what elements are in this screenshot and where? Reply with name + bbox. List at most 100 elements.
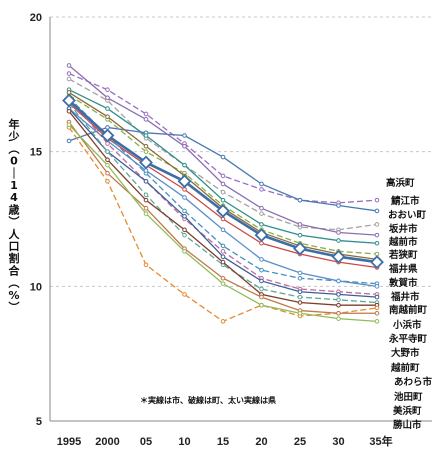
data-point xyxy=(259,257,264,262)
data-point xyxy=(182,227,187,233)
data-point xyxy=(374,240,380,246)
series-label: 若狭町 xyxy=(388,249,418,261)
x-tick-label: 30 xyxy=(332,436,344,448)
data-point xyxy=(297,232,303,238)
data-point xyxy=(220,254,226,260)
x-tick-label: 2000 xyxy=(95,436,119,448)
data-point xyxy=(259,302,264,308)
data-point xyxy=(259,278,264,284)
series-label: 越前市 xyxy=(388,236,418,248)
data-point xyxy=(66,138,72,144)
data-point xyxy=(297,289,303,295)
data-point xyxy=(331,249,346,264)
data-point xyxy=(143,178,149,184)
y-axis-label-char: % xyxy=(8,289,19,302)
series-越前市 xyxy=(66,63,380,238)
data-point xyxy=(259,294,264,300)
x-tick-label: 10 xyxy=(178,436,190,448)
data-point xyxy=(374,294,380,300)
data-point xyxy=(66,108,72,114)
y-axis-label-char: ｜ xyxy=(9,166,20,180)
y-axis-label-char: ︶ xyxy=(8,300,21,314)
series-label: 福井県 xyxy=(388,263,418,275)
data-point xyxy=(220,243,226,249)
y-axis-label-char: 4 xyxy=(10,191,18,204)
data-point xyxy=(220,189,226,195)
series-line xyxy=(68,124,378,322)
data-point xyxy=(374,222,380,227)
data-point xyxy=(336,302,341,308)
data-point xyxy=(143,111,149,117)
data-point xyxy=(143,192,149,198)
data-point xyxy=(336,316,341,321)
data-point xyxy=(105,95,110,101)
data-point xyxy=(105,106,110,111)
data-point xyxy=(66,63,72,68)
data-point xyxy=(182,232,187,238)
data-point xyxy=(336,292,341,297)
data-point xyxy=(66,122,72,128)
data-point xyxy=(182,195,187,200)
series-label: 池田町 xyxy=(394,391,423,403)
x-tick-label: 20 xyxy=(255,436,267,448)
series-lines xyxy=(62,63,384,324)
y-axis-label-char: 合 xyxy=(9,263,21,277)
data-point xyxy=(336,278,341,284)
data-point xyxy=(139,155,153,170)
data-point xyxy=(105,170,110,176)
data-point xyxy=(220,154,226,160)
series-label: 鯖江市 xyxy=(390,195,420,207)
data-point xyxy=(259,211,264,216)
series-越前町 xyxy=(66,100,380,305)
data-point xyxy=(220,227,226,233)
data-point xyxy=(143,149,149,154)
data-point xyxy=(66,76,72,82)
data-point xyxy=(220,275,226,281)
data-point xyxy=(220,173,226,179)
data-point xyxy=(105,114,110,119)
data-point xyxy=(336,203,341,208)
y-axis-label-char: 0 xyxy=(10,155,18,168)
data-point xyxy=(336,310,341,316)
series-label: 勝山市 xyxy=(393,419,422,431)
series-label: あわら市 xyxy=(394,376,433,388)
data-point xyxy=(143,262,149,268)
data-point xyxy=(297,270,303,276)
y-axis-label-char: 人 xyxy=(9,227,21,241)
data-point xyxy=(370,255,384,270)
y-axis-label-char: 口 xyxy=(9,240,20,253)
data-point xyxy=(182,162,187,168)
data-point xyxy=(259,286,264,292)
data-point xyxy=(182,292,187,297)
series-label: 美浜町 xyxy=(392,405,422,417)
series-label: 南越前町 xyxy=(389,304,428,316)
y-axis-label-char: 年 xyxy=(9,117,20,131)
data-point xyxy=(105,149,110,154)
data-point xyxy=(374,284,380,289)
data-point xyxy=(293,241,307,256)
data-point xyxy=(336,230,341,235)
series-勝山市 xyxy=(66,122,380,324)
series-label: 高浜町 xyxy=(386,177,415,189)
y-axis-label-char: 1 xyxy=(10,179,18,192)
y-axis-label-char: ︶ xyxy=(8,215,21,229)
data-point xyxy=(143,117,149,122)
data-point xyxy=(297,294,303,300)
series-line xyxy=(68,99,378,264)
data-point xyxy=(254,228,269,243)
x-tick-label: 1995 xyxy=(57,436,81,448)
data-point xyxy=(297,300,303,305)
series-label: 福井市 xyxy=(390,291,420,303)
y-tick-labels: 5 10 15 20 xyxy=(30,12,42,428)
data-point xyxy=(182,143,187,149)
data-point xyxy=(297,310,303,316)
data-point xyxy=(143,143,149,149)
x-tick-label: 15 xyxy=(217,436,229,448)
y-axis-label-char: ︵ xyxy=(8,142,21,155)
data-point xyxy=(105,162,110,168)
data-point xyxy=(336,297,341,303)
data-point xyxy=(182,249,187,254)
data-point xyxy=(297,222,303,227)
x-tick-label: 35年 xyxy=(369,434,392,448)
y-axis-label: 年少︵ 0 ｜ 1 4 歳︶人口割合︵% ︶ xyxy=(8,117,21,314)
